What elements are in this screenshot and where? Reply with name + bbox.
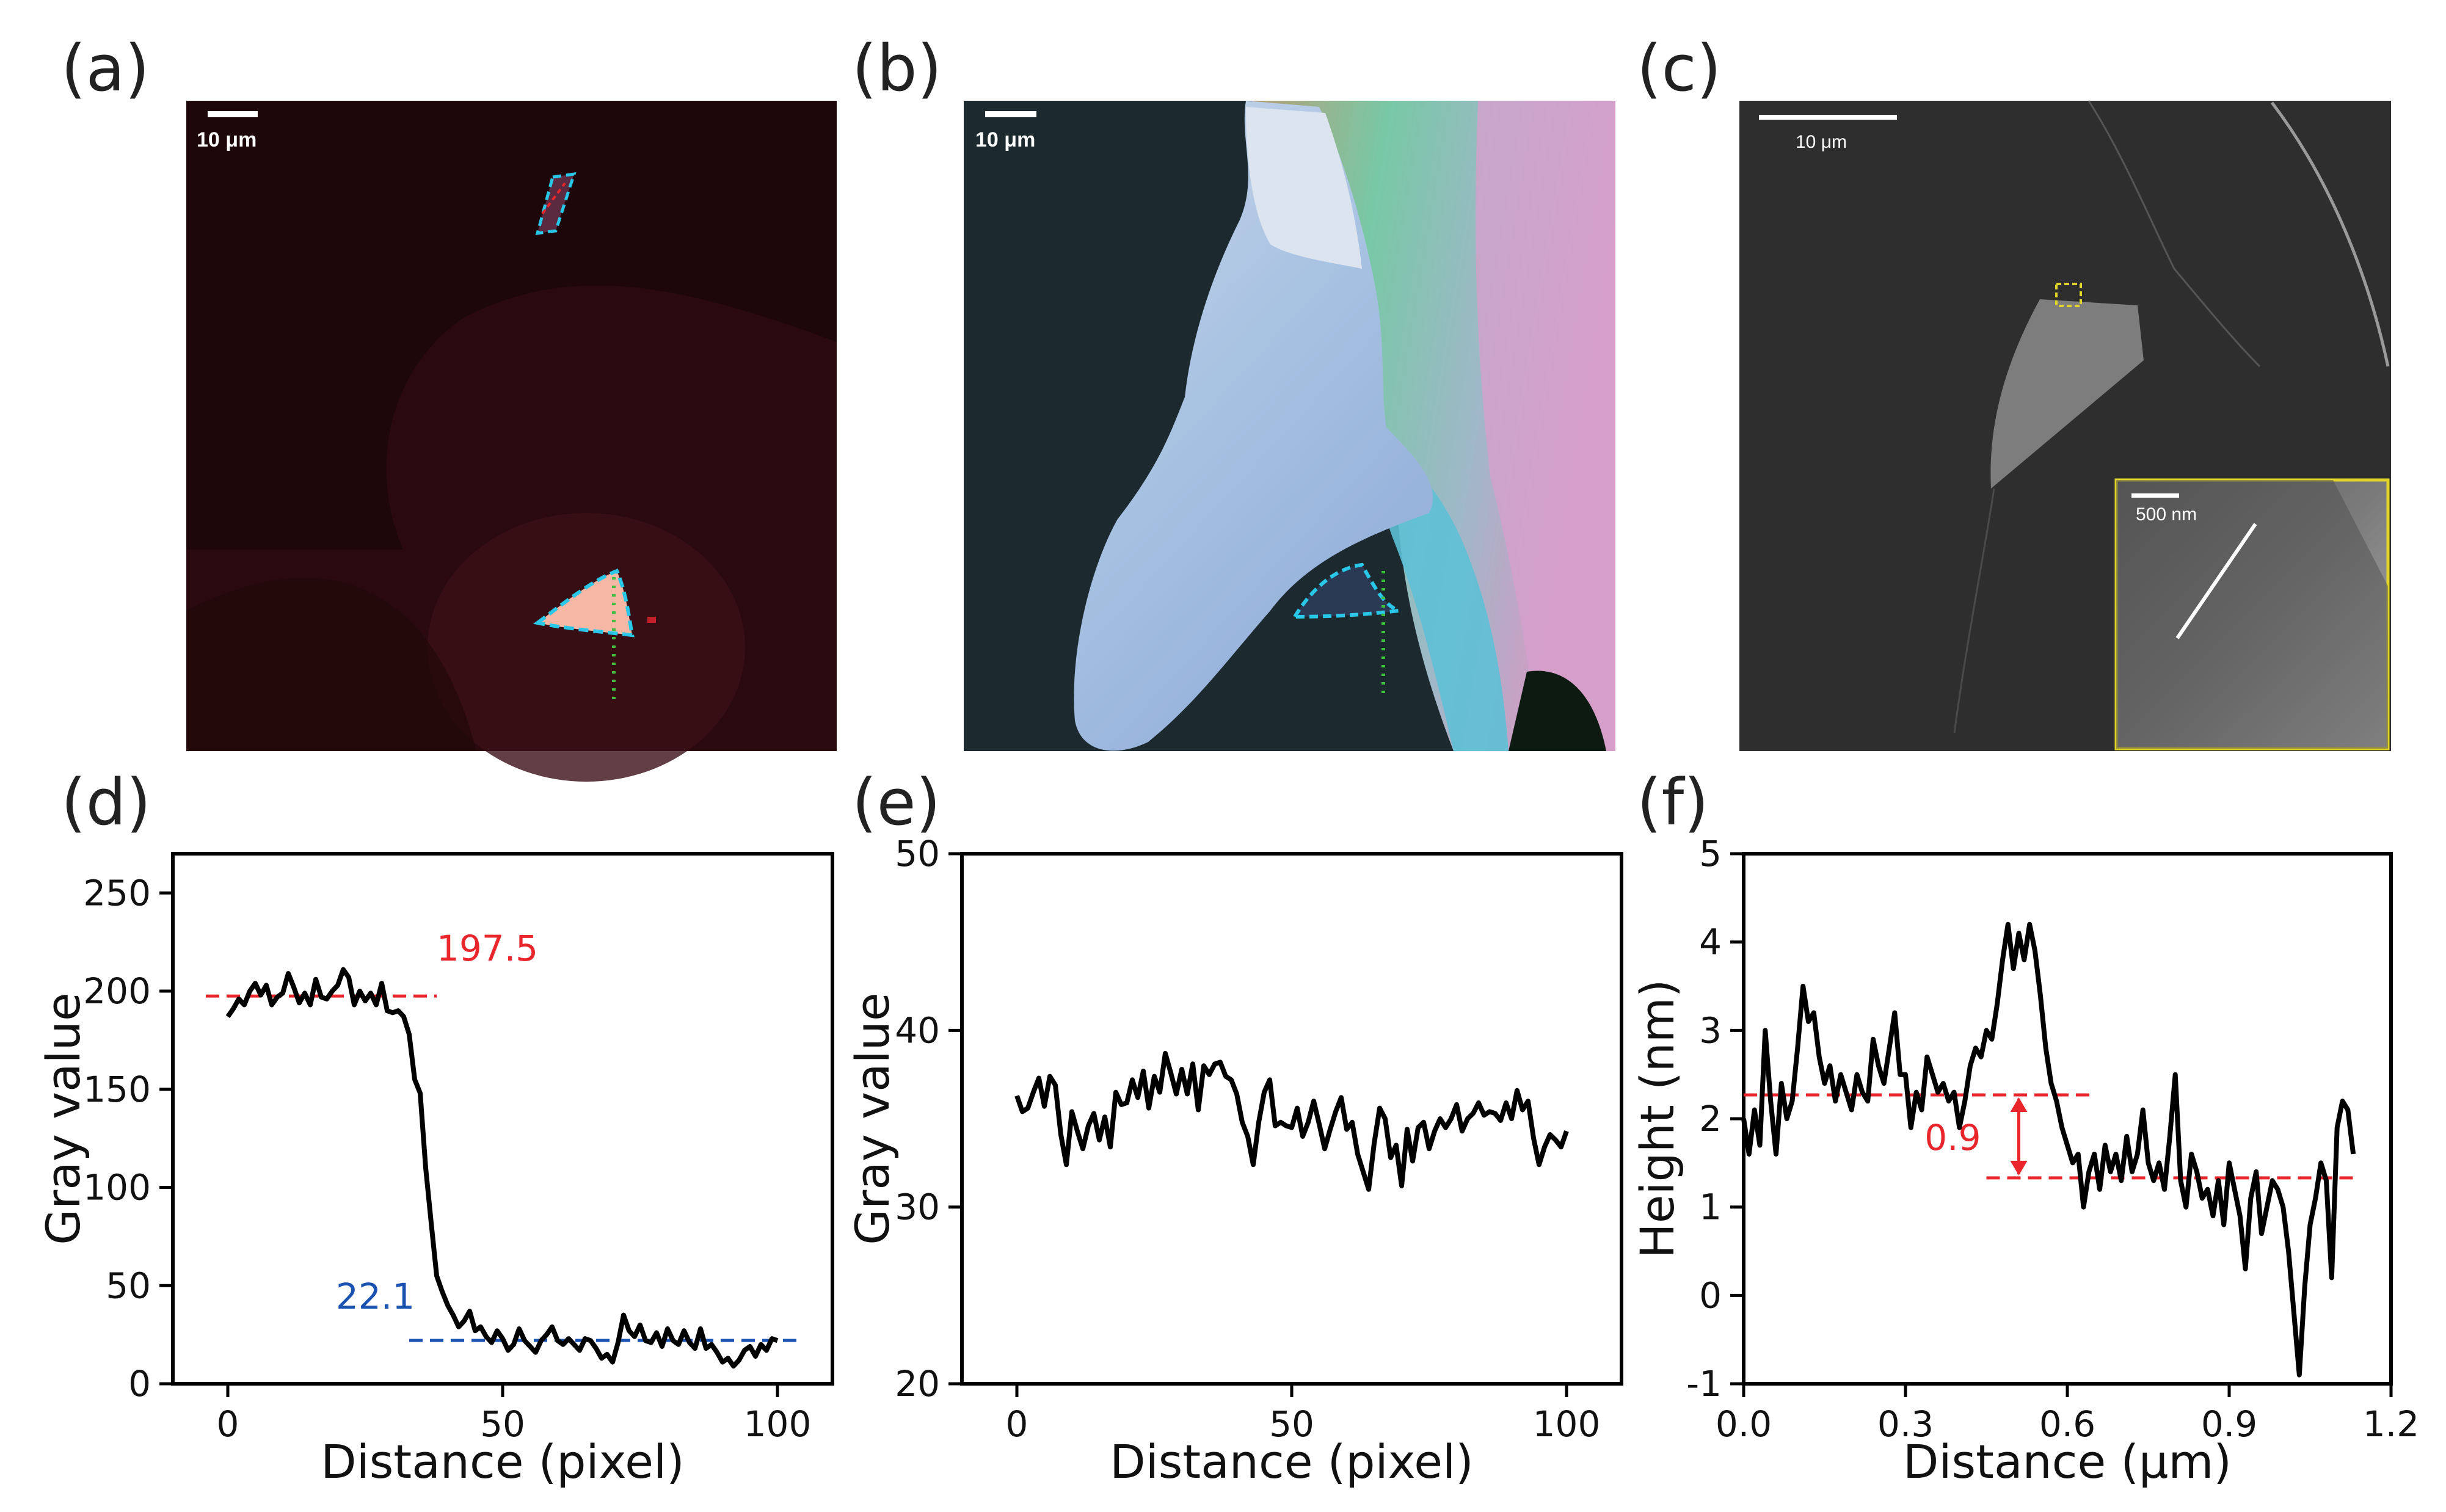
- chart-e-ylabel: Gray value: [845, 992, 900, 1245]
- panel-label-a: (a): [61, 31, 150, 106]
- scalebar-label-b: 10 μm: [975, 128, 1035, 151]
- chart-e-ytick-label: 50: [895, 833, 940, 874]
- chart-e-series-line: [1014, 1050, 1569, 1192]
- chart-e-xtick-label: 100: [1533, 1403, 1601, 1445]
- panel-label-c: (c): [1637, 31, 1721, 106]
- chart-f-ytick-label: 1: [1699, 1187, 1722, 1228]
- chart-e-xlabel: Distance (pixel): [1110, 1434, 1474, 1489]
- chart-d-level-label-0: 197.5: [437, 928, 538, 969]
- chart-d-xlabel: Distance (pixel): [321, 1434, 685, 1489]
- chart-f-ytick-label: 3: [1699, 1009, 1722, 1051]
- chart-d-level-label-1: 22.1: [336, 1276, 415, 1317]
- chart-f-ytick-label: 2: [1699, 1098, 1722, 1139]
- panel-label-e: (e): [852, 765, 941, 840]
- scalebar-label-a: 10 μm: [197, 128, 257, 151]
- chart-e-ytick-label: 30: [895, 1187, 940, 1228]
- panel-label-b: (b): [852, 31, 942, 106]
- chart-f-ytick-label: 5: [1699, 833, 1722, 874]
- chart-f-series-line: [1741, 921, 2356, 1378]
- chart-d-xtick-label: 0: [217, 1403, 239, 1445]
- chart-f-xtick-label: 0.0: [1716, 1403, 1772, 1445]
- chart-f-xtick-label: 0.3: [1877, 1403, 1934, 1445]
- chart-e: 0 50 100 20 30 40 50 Distance (pixel) Gray val…: [845, 833, 1623, 1489]
- chart-d-ytick-label: 100: [83, 1167, 151, 1209]
- panel-label-d: (d): [61, 765, 151, 840]
- chart-e-ytick-label: 40: [895, 1009, 940, 1051]
- chart-f-arrow-head-down: [2010, 1160, 2028, 1176]
- chart-f-ytick-label: 0: [1699, 1274, 1722, 1316]
- chart-f-xtick-label: 0.6: [2039, 1403, 2095, 1445]
- micrograph-c: 500 nm 10 μm: [1739, 100, 2391, 751]
- chart-d-xtick-label: 100: [744, 1403, 812, 1445]
- chart-d-ytick-label: 250: [83, 872, 151, 914]
- panel-label-f: (f): [1637, 765, 1709, 840]
- chart-d-ytick-label: 150: [83, 1069, 151, 1110]
- chart-f-arrow-head-up: [2010, 1097, 2028, 1112]
- chart-f: 0.0 0.3 0.6 0.9 1.2 -1 0 1 2 3 4 5 0.9 Distance (μm)…: [1630, 833, 2419, 1489]
- scalebar-label-c: 10 μm: [1796, 132, 1847, 152]
- chart-d-series-line: [225, 967, 779, 1369]
- chart-d-ylabel: Gray value: [36, 992, 90, 1245]
- chart-d-ytick-label: 0: [128, 1363, 151, 1405]
- chart-f-xlabel: Distance (μm): [1903, 1434, 2232, 1489]
- chart-e-xtick-label: 0: [1006, 1403, 1028, 1445]
- inset-scalebar-label-c: 500 nm: [2136, 504, 2197, 525]
- chart-f-ytick-label: 4: [1699, 921, 1722, 963]
- chart-d: 0 50 100 0 50 100 150 200 250 197.5 22.1 Distance …: [36, 852, 834, 1489]
- micrograph-b: 10 μm: [964, 101, 1615, 751]
- chart-e-xtick-label: 50: [1269, 1403, 1314, 1445]
- chart-d-ytick-label: 50: [106, 1265, 151, 1306]
- chart-d-ytick-label: 200: [83, 970, 151, 1012]
- chart-f-xtick-label: 0.9: [2201, 1403, 2257, 1445]
- chart-e-ytick-label: 20: [895, 1363, 940, 1405]
- chart-f-xtick-label: 1.2: [2363, 1403, 2419, 1445]
- chart-f-step-label: 0.9: [1924, 1117, 1981, 1158]
- chart-f-ytick-label: -1: [1686, 1363, 1722, 1405]
- chart-f-ylabel: Height (nm): [1630, 980, 1684, 1259]
- chart-d-xtick-label: 50: [480, 1403, 525, 1445]
- micrograph-a: 10 μm: [186, 101, 837, 782]
